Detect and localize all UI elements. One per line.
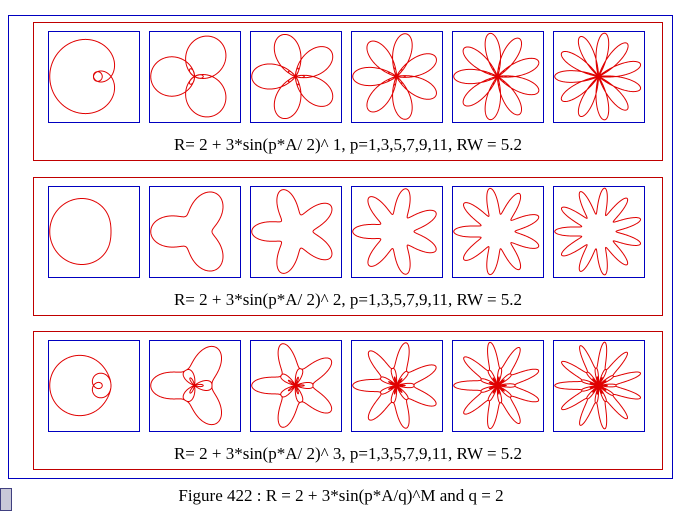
polar-curve xyxy=(554,187,642,276)
corner-icon xyxy=(0,488,12,511)
plot-box xyxy=(351,186,443,278)
plot-box xyxy=(149,186,241,278)
plot-box xyxy=(48,340,140,432)
polar-curve xyxy=(554,341,642,430)
panel-caption: R= 2 + 3*sin(p*A/ 2)^ 1, p=1,3,5,7,9,11,… xyxy=(174,135,522,154)
polar-curve xyxy=(251,343,333,428)
plot-box xyxy=(250,31,342,123)
polar-curve xyxy=(352,33,437,120)
plot-box xyxy=(48,31,140,123)
polar-curve xyxy=(150,191,224,272)
plot-box xyxy=(452,186,544,278)
polar-curve xyxy=(49,354,112,417)
polar-curve xyxy=(49,38,116,115)
plot-box xyxy=(452,31,544,123)
plot-box xyxy=(250,186,342,278)
figure-caption: Figure 422 : R = 2 + 3*sin(p*A/q)^M and … xyxy=(178,486,503,505)
polar-curve xyxy=(554,32,642,121)
plot-box xyxy=(553,31,645,123)
polar-curve xyxy=(251,189,333,274)
plot-box xyxy=(250,340,342,432)
plot-box xyxy=(452,340,544,432)
polar-curve xyxy=(352,342,437,429)
polar-curve xyxy=(453,32,540,121)
plot-box xyxy=(553,340,645,432)
plot-box xyxy=(553,186,645,278)
plot-box xyxy=(48,186,140,278)
plot-box xyxy=(149,340,241,432)
panel-caption: R= 2 + 3*sin(p*A/ 2)^ 3, p=1,3,5,7,9,11,… xyxy=(174,444,522,463)
plot-box xyxy=(149,31,241,123)
panel-frame xyxy=(33,331,663,470)
polar-curve xyxy=(150,345,223,426)
polar-curve xyxy=(49,198,112,265)
polar-curve xyxy=(352,188,437,275)
plot-box xyxy=(351,31,443,123)
panel-frame xyxy=(33,22,663,161)
polar-curve xyxy=(453,341,540,430)
polar-curve xyxy=(150,35,227,118)
panel-frame xyxy=(33,177,663,316)
panel-caption: R= 2 + 3*sin(p*A/ 2)^ 2, p=1,3,5,7,9,11,… xyxy=(174,290,522,309)
plot-box xyxy=(351,340,443,432)
polar-curve xyxy=(453,187,540,276)
outer-frame xyxy=(8,15,673,479)
polar-curve xyxy=(251,33,334,120)
